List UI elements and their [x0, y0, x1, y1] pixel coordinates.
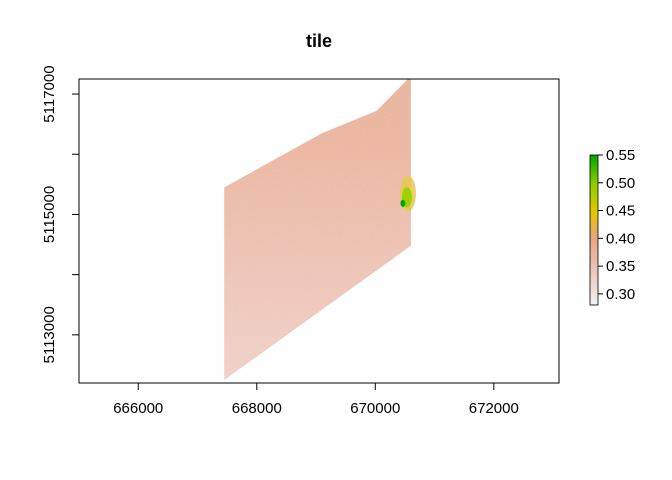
legend-tick-label: 0.55: [606, 147, 635, 164]
legend-ticks: 0.30 0.35 0.40 0.45 0.50 0.55: [598, 147, 635, 303]
y-tick-label: 5113000: [41, 306, 58, 363]
y-tick-label: 5117000: [41, 65, 58, 122]
raster-texture: [224, 79, 411, 380]
y-tick-label: 5115000: [41, 186, 58, 243]
raster-hotspot: [399, 175, 416, 212]
legend-colorbar: [589, 154, 599, 306]
x-tick-label: 670000: [350, 400, 400, 417]
x-axis: 666000 668000 670000 672000: [113, 383, 519, 417]
plot-area: [224, 79, 416, 380]
legend-tick-label: 0.35: [606, 258, 635, 275]
x-tick-label: 672000: [469, 400, 519, 417]
y-axis: 5113000 5115000 5117000: [41, 65, 79, 363]
legend-tick-label: 0.30: [606, 286, 635, 303]
legend-tick-label: 0.50: [606, 175, 635, 192]
x-tick-label: 666000: [113, 400, 163, 417]
plot-frame: [78, 78, 560, 384]
hotspot-peak: [400, 199, 406, 207]
chart-title: tile: [306, 31, 332, 51]
legend-tick-label: 0.45: [606, 203, 635, 220]
x-tick-label: 668000: [232, 400, 282, 417]
color-legend: 0.30 0.35 0.40 0.45 0.50 0.55: [589, 147, 635, 306]
legend-tick-label: 0.40: [606, 230, 635, 247]
